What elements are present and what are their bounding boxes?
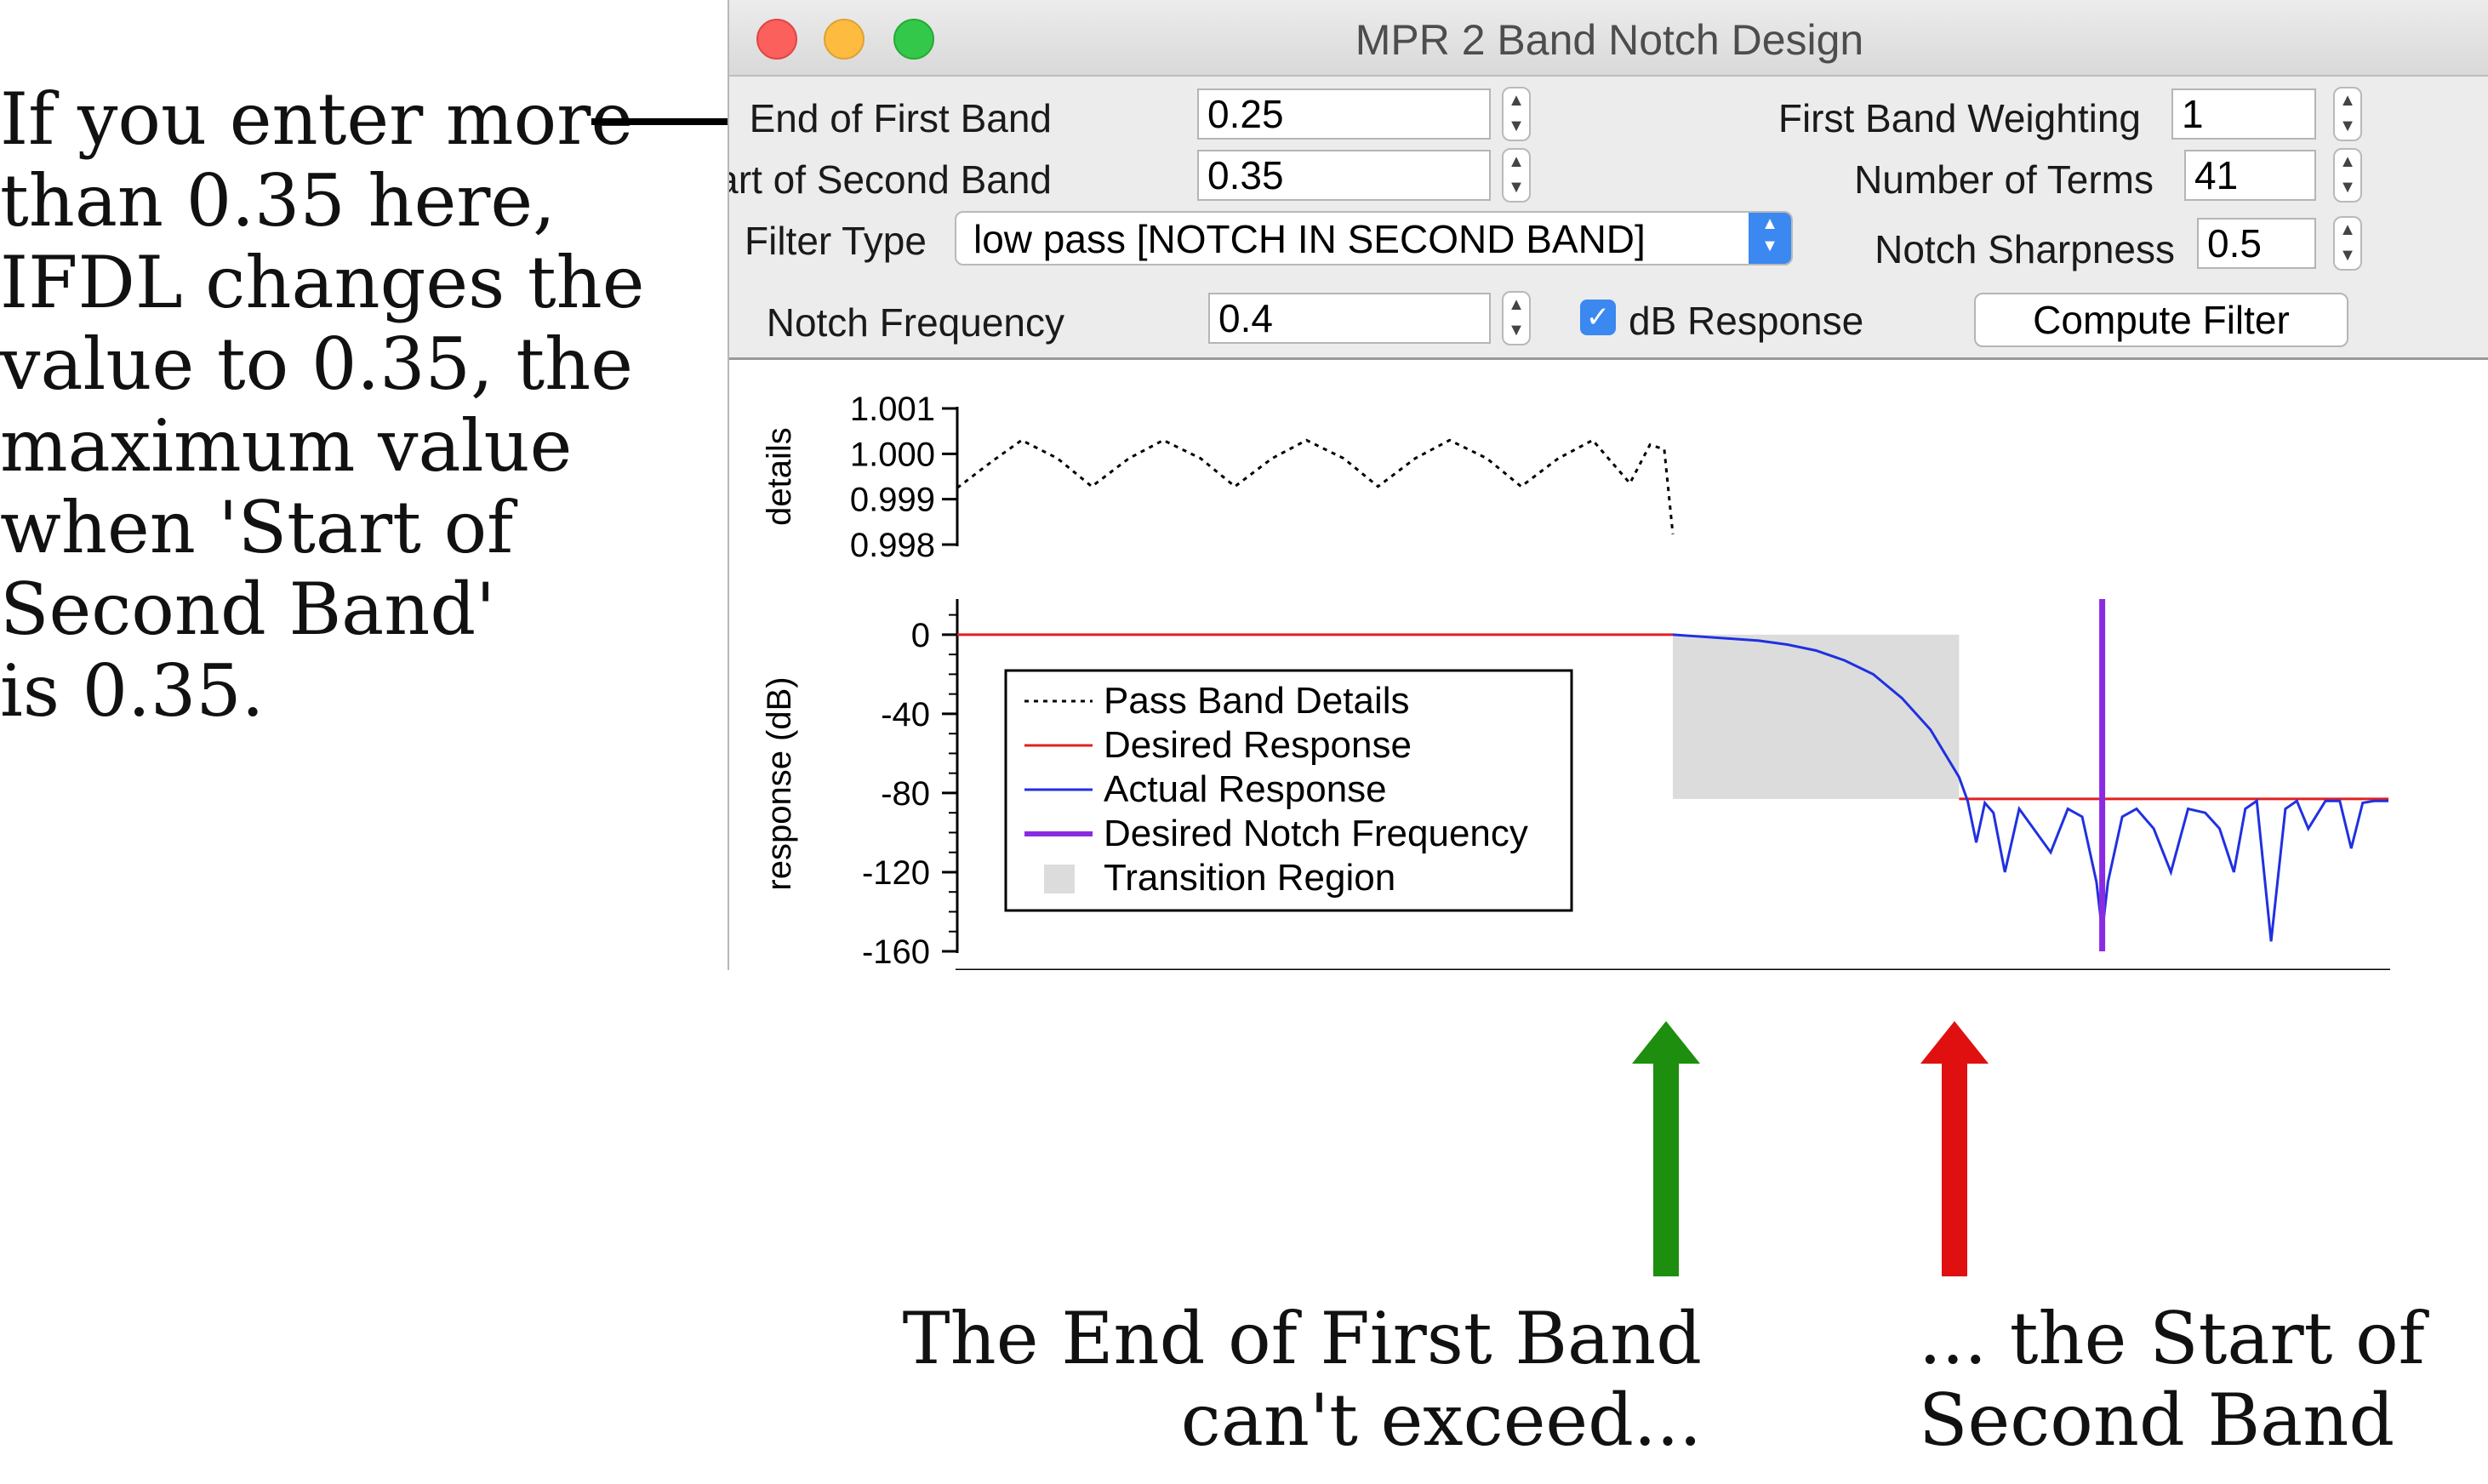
annotation-line: Second Band [1919, 1378, 2395, 1462]
details-y-axis-label: details [761, 427, 798, 526]
notch-sharpness-field[interactable]: 0.5 [2197, 218, 2316, 269]
annotation-left-text: If you enter more than 0.35 here, IFDL cha… [0, 77, 645, 733]
details-y-tick-label: 0.998 [850, 527, 935, 564]
close-window-button[interactable] [756, 19, 797, 60]
details-y-tick-label: 1.001 [850, 391, 935, 428]
transition-region [1673, 634, 1960, 799]
chevron-up-icon: ▲ [1508, 152, 1525, 171]
mpr-notch-design-window: MPR 2 Band Notch Design End of First Ban… [728, 0, 2488, 970]
filter-type-select[interactable]: low pass [NOTCH IN SECOND BAND] ▲ ▼ [955, 211, 1793, 265]
legend-label-transition-region: Transition Region [1104, 857, 1395, 899]
chevron-down-icon: ▼ [2339, 246, 2356, 265]
notch-sharpness-stepper[interactable]: ▲ ▼ [2333, 216, 2362, 271]
legend-label-desired-response: Desired Response [1104, 724, 1412, 766]
details-y-tick-label: 1.000 [850, 436, 935, 473]
response-y-tick-label: -120 [862, 854, 930, 892]
details-chart: 1.001 1.000 0.999 0.998 details [761, 391, 1675, 564]
annotation-line: when 'Start of [0, 486, 514, 569]
response-y-tick-label: -40 [881, 696, 930, 733]
response-y-tick-label: 0 [911, 617, 930, 654]
annotation-line: Second Band' [0, 568, 496, 651]
annotation-line: value to 0.35, the [0, 322, 633, 406]
plot-area: 1.001 1.000 0.999 0.998 details 0 -40 -80 -120 -… [761, 391, 2390, 970]
chevron-up-icon: ▲ [2339, 220, 2356, 239]
chevron-up-icon: ▲ [2339, 91, 2356, 110]
annotation-line: maximum value [0, 404, 573, 488]
number-of-terms-label: Number of Terms [1854, 157, 2154, 202]
select-arrows-icon: ▲ ▼ [1749, 213, 1791, 264]
first-band-weighting-stepper[interactable]: ▲ ▼ [2333, 87, 2362, 141]
annotation-line: can't exceed... [1180, 1378, 1702, 1462]
legend-label-desired-notch-frequency: Desired Notch Frequency [1104, 813, 1528, 854]
notch-frequency-field[interactable]: 0.4 [1208, 293, 1491, 344]
chevron-down-icon: ▼ [2339, 178, 2356, 197]
chevron-down-icon: ▼ [1508, 321, 1525, 340]
end-of-first-band-field[interactable]: 0.25 [1197, 88, 1491, 140]
actual-response-line [1672, 633, 2388, 942]
notch-sharpness-label: Notch Sharpness [1875, 227, 2175, 271]
legend-box [1004, 669, 1573, 912]
annotation-line: The End of First Band [902, 1297, 1702, 1380]
caption-start-second-band: ... the Start of Second Band [1919, 1298, 2472, 1461]
annotation-line: ... the Start of [1919, 1297, 2425, 1380]
title-bar: MPR 2 Band Notch Design [729, 0, 2488, 77]
compute-filter-button[interactable]: Compute Filter [1974, 293, 2348, 347]
filter-type-value: low pass [NOTCH IN SECOND BAND] [973, 217, 1646, 261]
start-of-second-band-label: Start of Second Band [729, 157, 1052, 202]
filter-type-label: Filter Type [745, 219, 927, 263]
first-band-weighting-field[interactable]: 1 [2171, 88, 2316, 140]
legend-swatch-transition-region [1044, 865, 1075, 893]
legend-label-actual-response: Actual Response [1104, 768, 1387, 810]
chevron-down-icon: ▼ [2339, 117, 2356, 135]
annotation-line: is 0.35. [0, 649, 265, 733]
annotation-line: than 0.35 here, [0, 159, 556, 243]
db-response-label: dB Response [1629, 299, 1864, 343]
number-of-terms-stepper[interactable]: ▲ ▼ [2333, 148, 2362, 203]
notch-frequency-stepper[interactable]: ▲ ▼ [1502, 291, 1531, 345]
end-of-first-band-stepper[interactable]: ▲ ▼ [1502, 87, 1531, 141]
red-arrow [1920, 1021, 1989, 1276]
legend-label-pass-band-details: Pass Band Details [1104, 680, 1410, 722]
window-title: MPR 2 Band Notch Design [1355, 16, 1864, 64]
zoom-window-button[interactable] [893, 19, 934, 60]
chevron-up-icon: ▲ [2339, 152, 2356, 171]
chevron-down-icon: ▼ [1508, 117, 1525, 135]
annotation-line: IFDL changes the [0, 241, 645, 324]
number-of-terms-field[interactable]: 41 [2184, 150, 2316, 201]
details-y-tick-label: 0.999 [850, 482, 935, 519]
response-y-tick-label: -160 [862, 933, 930, 970]
end-of-first-band-label: End of First Band [749, 96, 1052, 140]
db-response-checkbox[interactable]: ✓ [1580, 300, 1616, 335]
minimize-window-button[interactable] [824, 19, 865, 60]
chevron-down-icon: ▼ [1508, 178, 1525, 197]
checkmark-icon: ✓ [1585, 301, 1611, 334]
chevron-up-icon: ▲ [1508, 295, 1525, 314]
annotation-line: If you enter more [0, 77, 634, 161]
controls-panel: End of First Band 0.25 ▲ ▼ First Band Wei… [729, 77, 2488, 360]
notch-frequency-label: Notch Frequency [766, 300, 1064, 345]
caption-end-first-band: The End of First Band can't exceed... [893, 1298, 1702, 1461]
first-band-weighting-label: First Band Weighting [1778, 96, 2141, 140]
pass-band-details-line [956, 438, 1675, 534]
start-of-second-band-stepper[interactable]: ▲ ▼ [1502, 148, 1531, 203]
chevron-up-icon: ▲ [1508, 91, 1525, 110]
response-y-axis-label: response (dB) [761, 676, 798, 890]
response-y-tick-label: -80 [881, 775, 930, 813]
start-of-second-band-field[interactable]: 0.35 [1197, 150, 1491, 201]
green-arrow [1632, 1021, 1700, 1276]
